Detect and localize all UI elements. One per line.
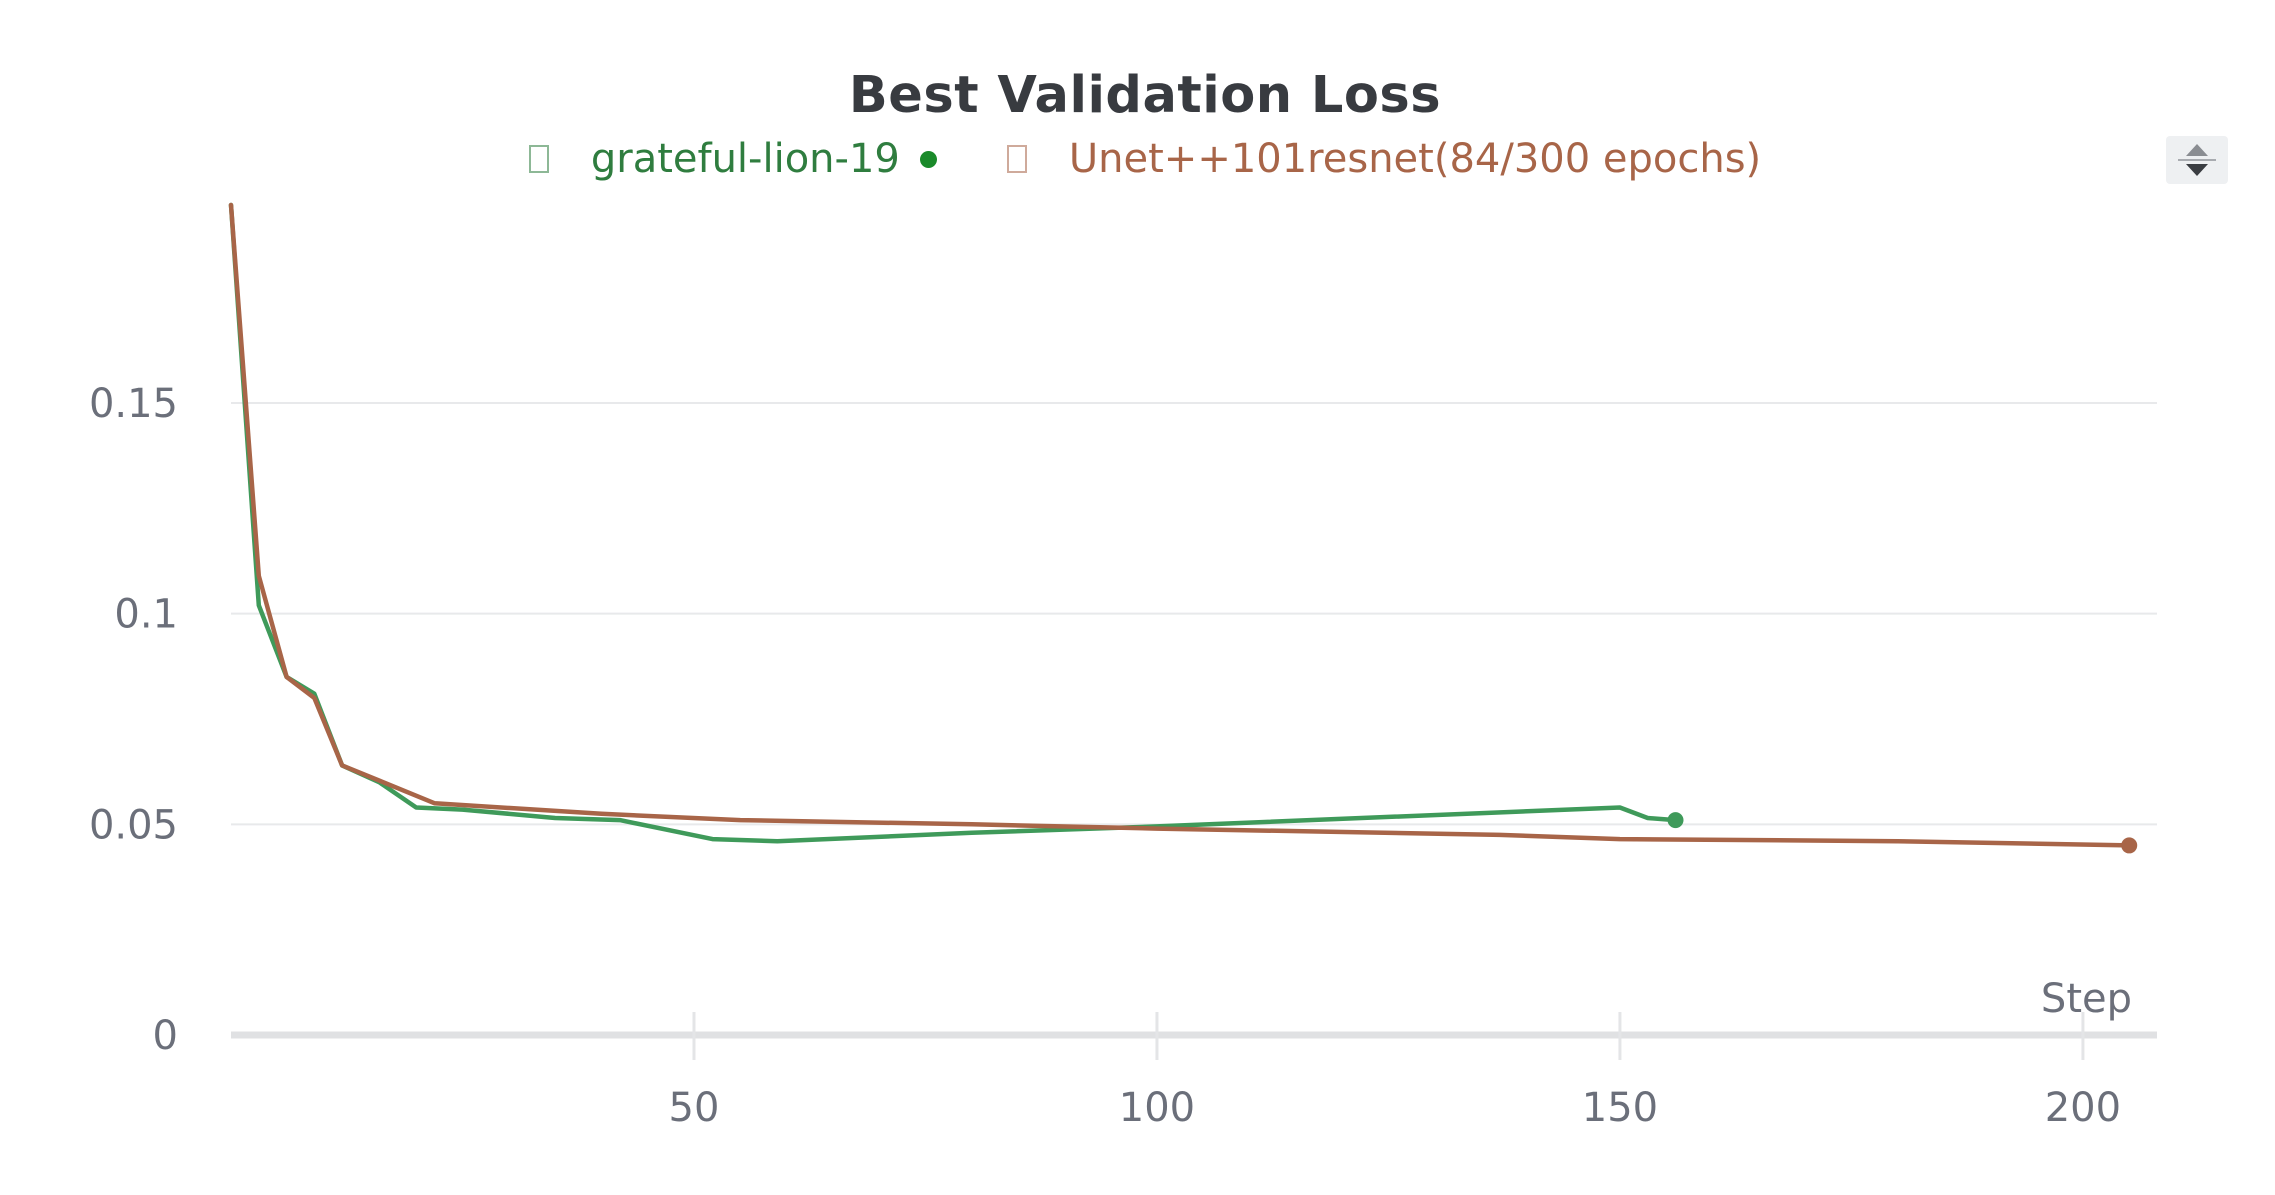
sort-arrows-icon bbox=[2178, 144, 2216, 176]
y-tick-label: 0.1 bbox=[114, 592, 178, 638]
series-end-point bbox=[2121, 837, 2138, 854]
legend-label: Unet++101resnet(84/300 epochs) bbox=[1068, 136, 1762, 182]
legend-label: grateful-lion-19 bbox=[590, 136, 900, 182]
x-axis-label: Step bbox=[2041, 976, 2132, 1022]
legend-checkbox-icon[interactable] bbox=[1006, 145, 1027, 173]
axes bbox=[231, 1012, 2157, 1060]
x-tick-label: 150 bbox=[1582, 1085, 1658, 1131]
legend-item-grateful-lion-19[interactable]: grateful-lion-19 bbox=[528, 136, 937, 182]
series-line-grateful-lion-19 bbox=[228, 202, 1678, 844]
series-line-unet-resnet bbox=[228, 202, 2132, 848]
y-tick-label: 0.15 bbox=[89, 381, 178, 427]
series-end-point bbox=[1667, 812, 1684, 829]
chart-title: Best Validation Loss bbox=[848, 66, 1442, 125]
legend-checkbox-icon[interactable] bbox=[528, 145, 549, 173]
x-tick-label: 100 bbox=[1119, 1085, 1195, 1131]
legend-active-dot-icon bbox=[919, 150, 937, 168]
y-tick-label: 0.05 bbox=[89, 802, 178, 848]
series-lines bbox=[228, 202, 2138, 854]
x-tick-label: 50 bbox=[669, 1085, 720, 1131]
y-tick-label: 0 bbox=[153, 1013, 178, 1059]
tick-labels: 0 0.05 0.1 0.15 50 100 150 200 bbox=[89, 381, 2121, 1131]
legend-sort-button[interactable] bbox=[2166, 136, 2228, 184]
grid-lines bbox=[231, 402, 2157, 826]
legend: grateful-lion-19 Unet++101resnet(84/300 … bbox=[0, 136, 2275, 182]
x-tick-label: 200 bbox=[2045, 1085, 2121, 1131]
legend-item-unet-resnet[interactable]: Unet++101resnet(84/300 epochs) bbox=[1006, 136, 1762, 182]
